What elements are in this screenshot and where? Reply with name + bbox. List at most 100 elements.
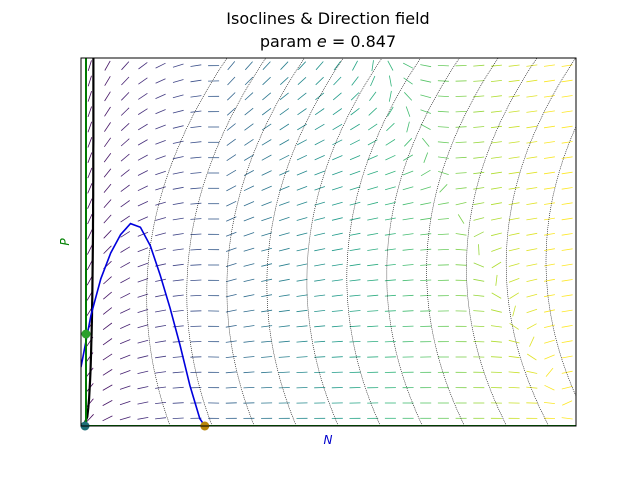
field-arrow <box>350 123 360 131</box>
field-arrow <box>529 336 535 347</box>
field-arrow <box>155 217 167 221</box>
field-arrow <box>473 95 485 98</box>
field-arrow <box>243 154 254 161</box>
field-arrow <box>297 61 306 70</box>
field-arrow <box>512 305 516 317</box>
field-arrow <box>227 61 236 71</box>
field-arrow <box>423 152 429 163</box>
field-arrow <box>404 92 413 101</box>
field-arrow <box>420 64 432 68</box>
field-arrow <box>561 325 573 328</box>
field-arrow <box>526 110 538 113</box>
field-arrow <box>544 202 555 205</box>
field-arrow <box>473 126 485 128</box>
field-arrow <box>225 294 237 298</box>
field-arrow <box>508 64 520 67</box>
field-arrow <box>473 278 485 282</box>
field-arrow <box>243 185 255 192</box>
field-arrow <box>279 170 290 176</box>
field-arrow <box>190 126 202 128</box>
y-axis-label: P <box>58 238 72 246</box>
field-arrow <box>155 355 167 359</box>
field-arrow <box>137 355 149 359</box>
field-arrow <box>120 200 130 208</box>
field-arrow <box>137 401 149 405</box>
field-arrow <box>172 371 184 374</box>
field-arrow <box>119 339 131 345</box>
field-arrow <box>314 186 326 191</box>
field-arrow <box>349 325 361 328</box>
field-arrow <box>172 156 184 160</box>
field-arrow <box>455 187 467 190</box>
field-arrow <box>244 107 254 116</box>
plot-background <box>81 58 576 426</box>
field-arrow <box>349 186 361 191</box>
field-arrow <box>119 385 131 390</box>
field-arrow <box>296 139 307 146</box>
field-arrow <box>473 231 484 238</box>
trajectory-curve <box>586 58 640 426</box>
field-arrow <box>491 247 502 252</box>
field-arrow <box>190 141 202 144</box>
field-arrow <box>437 141 449 144</box>
field-arrow <box>368 107 377 116</box>
field-arrow <box>87 229 93 240</box>
field-arrow <box>102 338 113 346</box>
field-arrow <box>544 233 555 236</box>
field-arrow <box>172 248 184 251</box>
field-arrow <box>402 279 414 282</box>
field-arrow <box>473 294 485 297</box>
field-arrow <box>331 217 343 221</box>
field-arrow <box>544 354 555 360</box>
field-arrow <box>296 294 308 297</box>
field-arrow <box>473 310 485 312</box>
field-arrow <box>190 172 202 174</box>
field-arrow <box>437 110 449 113</box>
field-arrow <box>508 95 520 98</box>
field-arrow <box>402 202 414 206</box>
field-arrow <box>367 155 378 161</box>
field-arrow <box>226 107 236 116</box>
field-arrow <box>245 61 253 71</box>
chart-title: Isoclines & Direction field <box>226 9 429 28</box>
field-arrow <box>473 262 485 268</box>
field-arrow <box>367 170 379 176</box>
field-arrow <box>561 187 573 190</box>
field-arrow <box>244 123 254 131</box>
field-arrow <box>226 154 237 162</box>
field-arrow <box>543 110 555 113</box>
n-isocline <box>81 222 206 426</box>
field-arrow <box>562 400 573 406</box>
field-arrow <box>561 386 573 390</box>
field-arrow <box>86 259 93 271</box>
field-arrow <box>508 248 520 252</box>
field-arrow <box>296 186 308 191</box>
field-arrow <box>103 276 112 285</box>
field-arrow <box>526 187 538 190</box>
field-arrow <box>404 138 413 147</box>
field-arrow <box>367 325 379 328</box>
field-arrow <box>120 169 130 177</box>
field-arrow <box>243 263 255 267</box>
field-arrow <box>296 154 308 161</box>
field-arrow <box>137 262 149 268</box>
field-arrow <box>243 356 255 358</box>
field-arrow <box>225 278 237 283</box>
field-arrow <box>543 141 555 144</box>
field-arrow <box>384 186 396 191</box>
field-arrow <box>420 217 432 221</box>
field-arrow <box>103 137 112 148</box>
field-arrow <box>543 402 555 404</box>
trajectory-curve <box>82 58 95 426</box>
field-arrow <box>491 232 502 237</box>
field-arrow <box>137 293 149 298</box>
field-arrow <box>455 141 467 143</box>
field-arrow <box>508 79 520 83</box>
field-arrow <box>137 386 149 390</box>
field-arrow <box>457 214 465 224</box>
field-arrow <box>332 123 343 131</box>
field-arrow <box>278 356 290 358</box>
field-arrow <box>121 76 130 86</box>
field-arrow <box>155 62 166 69</box>
